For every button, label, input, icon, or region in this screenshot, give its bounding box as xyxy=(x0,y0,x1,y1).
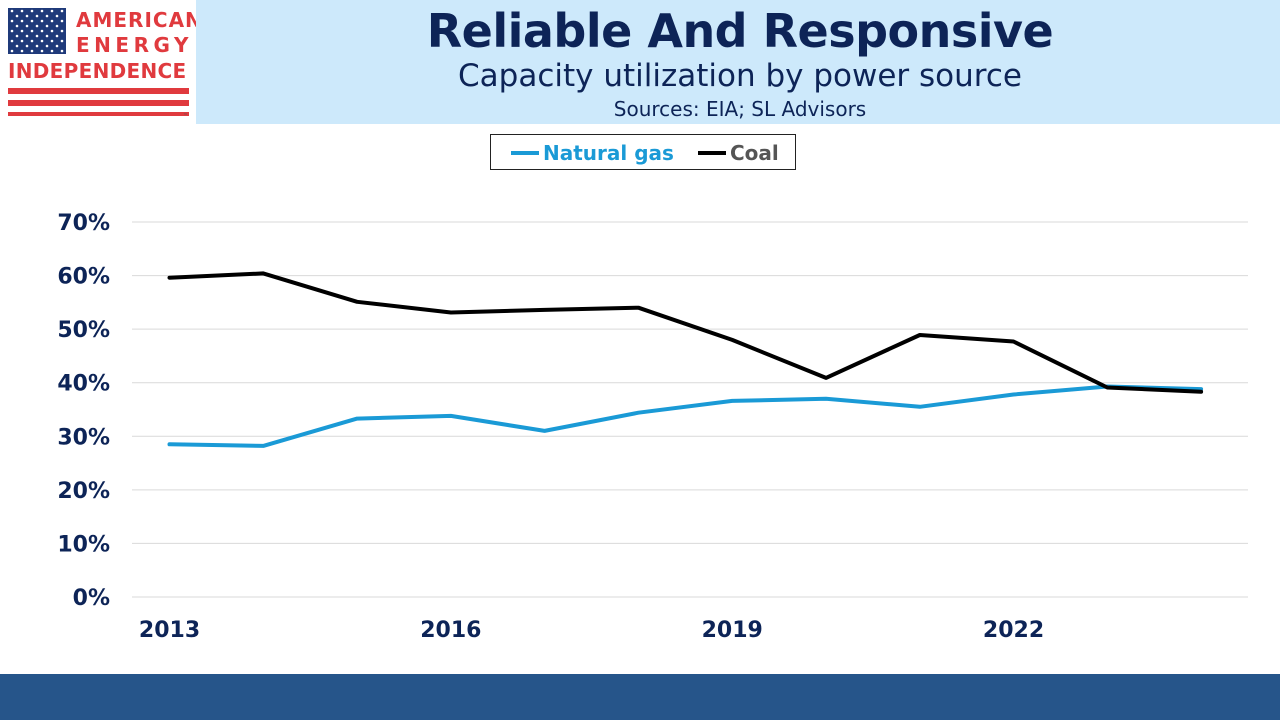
flag-star xyxy=(15,34,19,38)
flag-star xyxy=(10,39,14,43)
y-tick-label: 10% xyxy=(57,532,110,557)
flag-star xyxy=(50,29,54,33)
flag-star xyxy=(55,14,59,18)
flag-star xyxy=(60,9,64,13)
flag-star xyxy=(20,49,24,53)
flag-star xyxy=(15,14,19,18)
legend-item-coal: Coal xyxy=(698,135,779,171)
logo-line-1: AMERICAN xyxy=(76,8,203,32)
flag-star xyxy=(50,9,54,13)
page-subtitle: Capacity utilization by power source xyxy=(458,58,1022,94)
flag-star xyxy=(50,49,54,53)
flag-star xyxy=(45,24,49,28)
flag-star xyxy=(60,19,64,23)
flag-star xyxy=(35,34,39,38)
flag-star xyxy=(55,34,59,38)
logo-stripe xyxy=(8,88,189,94)
legend-item-natural-gas: Natural gas xyxy=(511,135,674,171)
legend-label-coal: Coal xyxy=(730,141,779,165)
coal-line xyxy=(167,271,1204,394)
flag-star xyxy=(60,49,64,53)
flag-star xyxy=(30,39,34,43)
flag-star xyxy=(50,39,54,43)
flag-star xyxy=(20,39,24,43)
us-flag-icon xyxy=(8,8,66,54)
flag-star xyxy=(30,49,34,53)
y-tick-label: 60% xyxy=(57,265,110,290)
flag-star xyxy=(25,34,29,38)
y-tick-label: 30% xyxy=(57,425,110,450)
trademark: ™ xyxy=(183,113,188,119)
legend-swatch-natural-gas xyxy=(511,151,539,155)
natural-gas-line xyxy=(167,384,1204,448)
flag-star xyxy=(60,39,64,43)
flag-star xyxy=(10,9,14,13)
flag-star xyxy=(40,9,44,13)
y-tick-label: 20% xyxy=(57,479,110,504)
flag-star xyxy=(10,49,14,53)
logo-stripe xyxy=(8,100,189,106)
legend-label-natural-gas: Natural gas xyxy=(543,141,674,165)
flag-star xyxy=(25,44,29,48)
flag-star xyxy=(10,29,14,33)
flag-star xyxy=(25,14,29,18)
flag-star xyxy=(50,19,54,23)
flag-star xyxy=(15,44,19,48)
flag-star xyxy=(35,14,39,18)
chart-legend: Natural gas Coal xyxy=(490,134,796,170)
flag-star xyxy=(15,24,19,28)
flag-star xyxy=(25,24,29,28)
logo: AMERICAN ENERGY INDEPENDENCE ™ xyxy=(0,0,202,124)
flag-star xyxy=(40,49,44,53)
y-tick-label: 0% xyxy=(73,586,110,611)
logo-stripe xyxy=(8,112,189,116)
x-tick-label: 2022 xyxy=(983,618,1044,643)
source-note: Sources: EIA; SL Advisors xyxy=(613,97,867,121)
x-tick-label: 2019 xyxy=(702,618,763,643)
y-tick-label: 40% xyxy=(57,372,110,397)
flag-star xyxy=(30,9,34,13)
x-tick-label: 2013 xyxy=(139,618,200,643)
flag-star xyxy=(45,34,49,38)
flag-star xyxy=(45,44,49,48)
flag-star xyxy=(40,39,44,43)
flag-star xyxy=(35,24,39,28)
logo-line-3: INDEPENDENCE xyxy=(8,59,187,83)
line-chart: 0% 10% 20% 30% 40% 50% 60% 70% 2013 2016 2019 2022 xyxy=(57,211,1248,643)
logo-line-2: ENERGY xyxy=(76,33,193,57)
flag-star xyxy=(35,44,39,48)
flag-star xyxy=(20,19,24,23)
y-tick-label: 50% xyxy=(57,318,110,343)
legend-swatch-coal xyxy=(698,151,726,155)
flag-star xyxy=(30,29,34,33)
flag-star xyxy=(20,9,24,13)
x-tick-label: 2016 xyxy=(420,618,481,643)
flag-star xyxy=(55,44,59,48)
flag-star xyxy=(55,24,59,28)
flag-star xyxy=(40,19,44,23)
flag-star xyxy=(20,29,24,33)
flag-star xyxy=(10,19,14,23)
flag-star xyxy=(40,29,44,33)
flag-star xyxy=(30,19,34,23)
flag-star xyxy=(60,29,64,33)
title-band xyxy=(196,0,1280,124)
page-title: Reliable And Responsive xyxy=(426,4,1054,58)
y-tick-label: 70% xyxy=(57,211,110,236)
footer-band xyxy=(0,674,1280,720)
flag-star xyxy=(45,14,49,18)
